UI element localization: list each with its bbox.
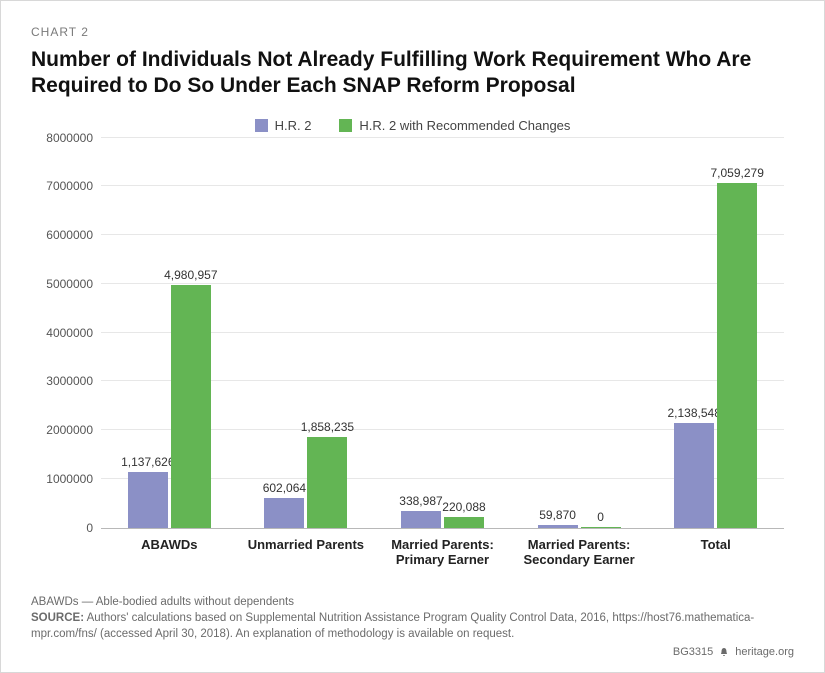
chart-title: Number of Individuals Not Already Fulfil… [31, 47, 794, 100]
y-tick-label: 8000000 [46, 131, 93, 145]
source-text: Authors' calculations based on Supplemen… [31, 612, 754, 640]
bar: 1,137,626 [128, 472, 168, 527]
footnote-source: SOURCE: Authors' calculations based on S… [31, 610, 794, 642]
plot-area: 0100000020000003000000400000050000006000… [101, 139, 784, 529]
y-tick-label: 7000000 [46, 179, 93, 193]
y-tick-label: 3000000 [46, 374, 93, 388]
bar-value-label: 7,059,279 [710, 166, 763, 180]
bar-group: 602,0641,858,235 [238, 139, 375, 528]
bar-value-label: 602,064 [263, 481, 306, 495]
legend-item-hr2rec: H.R. 2 with Recommended Changes [339, 118, 570, 133]
bar-value-label: 1,137,626 [121, 455, 174, 469]
y-axis: 0100000020000003000000400000050000006000… [31, 139, 101, 528]
y-tick-label: 1000000 [46, 472, 93, 486]
bar-value-label: 2,138,548 [667, 406, 720, 420]
footnotes: ABAWDs — Able-bodied adults without depe… [31, 594, 794, 642]
grid-line [101, 137, 784, 138]
bar-value-label: 220,088 [442, 500, 485, 514]
bar-value-label: 1,858,235 [301, 420, 354, 434]
bar: 0 [581, 527, 621, 528]
bar: 338,987 [401, 511, 441, 528]
y-tick-label: 6000000 [46, 228, 93, 242]
chart-number-label: CHART 2 [31, 25, 794, 39]
bar-value-label: 0 [597, 510, 604, 524]
y-tick-label: 4000000 [46, 326, 93, 340]
x-category-label: Married Parents: Primary Earner [374, 537, 511, 568]
bar-value-label: 59,870 [539, 508, 576, 522]
source-label: SOURCE: [31, 612, 84, 624]
footer: BG3315 heritage.org [673, 646, 794, 658]
bar-groups: 1,137,6264,980,957602,0641,858,235338,98… [101, 139, 784, 528]
legend-swatch-hr2rec [339, 119, 352, 132]
bar-group: 338,987220,088 [374, 139, 511, 528]
bar: 59,870 [538, 525, 578, 528]
bar-group: 1,137,6264,980,957 [101, 139, 238, 528]
org-name: heritage.org [735, 646, 794, 658]
x-category-label: ABAWDs [101, 537, 238, 568]
bar: 4,980,957 [171, 285, 211, 528]
bar: 2,138,548 [674, 423, 714, 527]
bar-group: 2,138,5487,059,279 [647, 139, 784, 528]
legend-swatch-hr2 [255, 119, 268, 132]
x-axis-labels: ABAWDsUnmarried ParentsMarried Parents: … [101, 537, 784, 568]
doc-id: BG3315 [673, 646, 713, 658]
legend: H.R. 2 H.R. 2 with Recommended Changes [31, 118, 794, 133]
y-tick-label: 0 [86, 521, 93, 535]
heritage-bell-icon [719, 647, 729, 657]
y-tick-label: 5000000 [46, 277, 93, 291]
x-category-label: Married Parents: Secondary Earner [511, 537, 648, 568]
x-category-label: Total [647, 537, 784, 568]
bar-group: 59,8700 [511, 139, 648, 528]
footnote-abawds: ABAWDs — Able-bodied adults without depe… [31, 594, 794, 610]
legend-item-hr2: H.R. 2 [255, 118, 312, 133]
x-category-label: Unmarried Parents [238, 537, 375, 568]
bar: 220,088 [444, 517, 484, 528]
bar: 602,064 [264, 498, 304, 527]
bar: 1,858,235 [307, 437, 347, 528]
legend-label-hr2rec: H.R. 2 with Recommended Changes [359, 118, 570, 133]
legend-label-hr2: H.R. 2 [275, 118, 312, 133]
bar: 7,059,279 [717, 183, 757, 527]
bar-value-label: 4,980,957 [164, 268, 217, 282]
bar-value-label: 338,987 [399, 494, 442, 508]
y-tick-label: 2000000 [46, 423, 93, 437]
